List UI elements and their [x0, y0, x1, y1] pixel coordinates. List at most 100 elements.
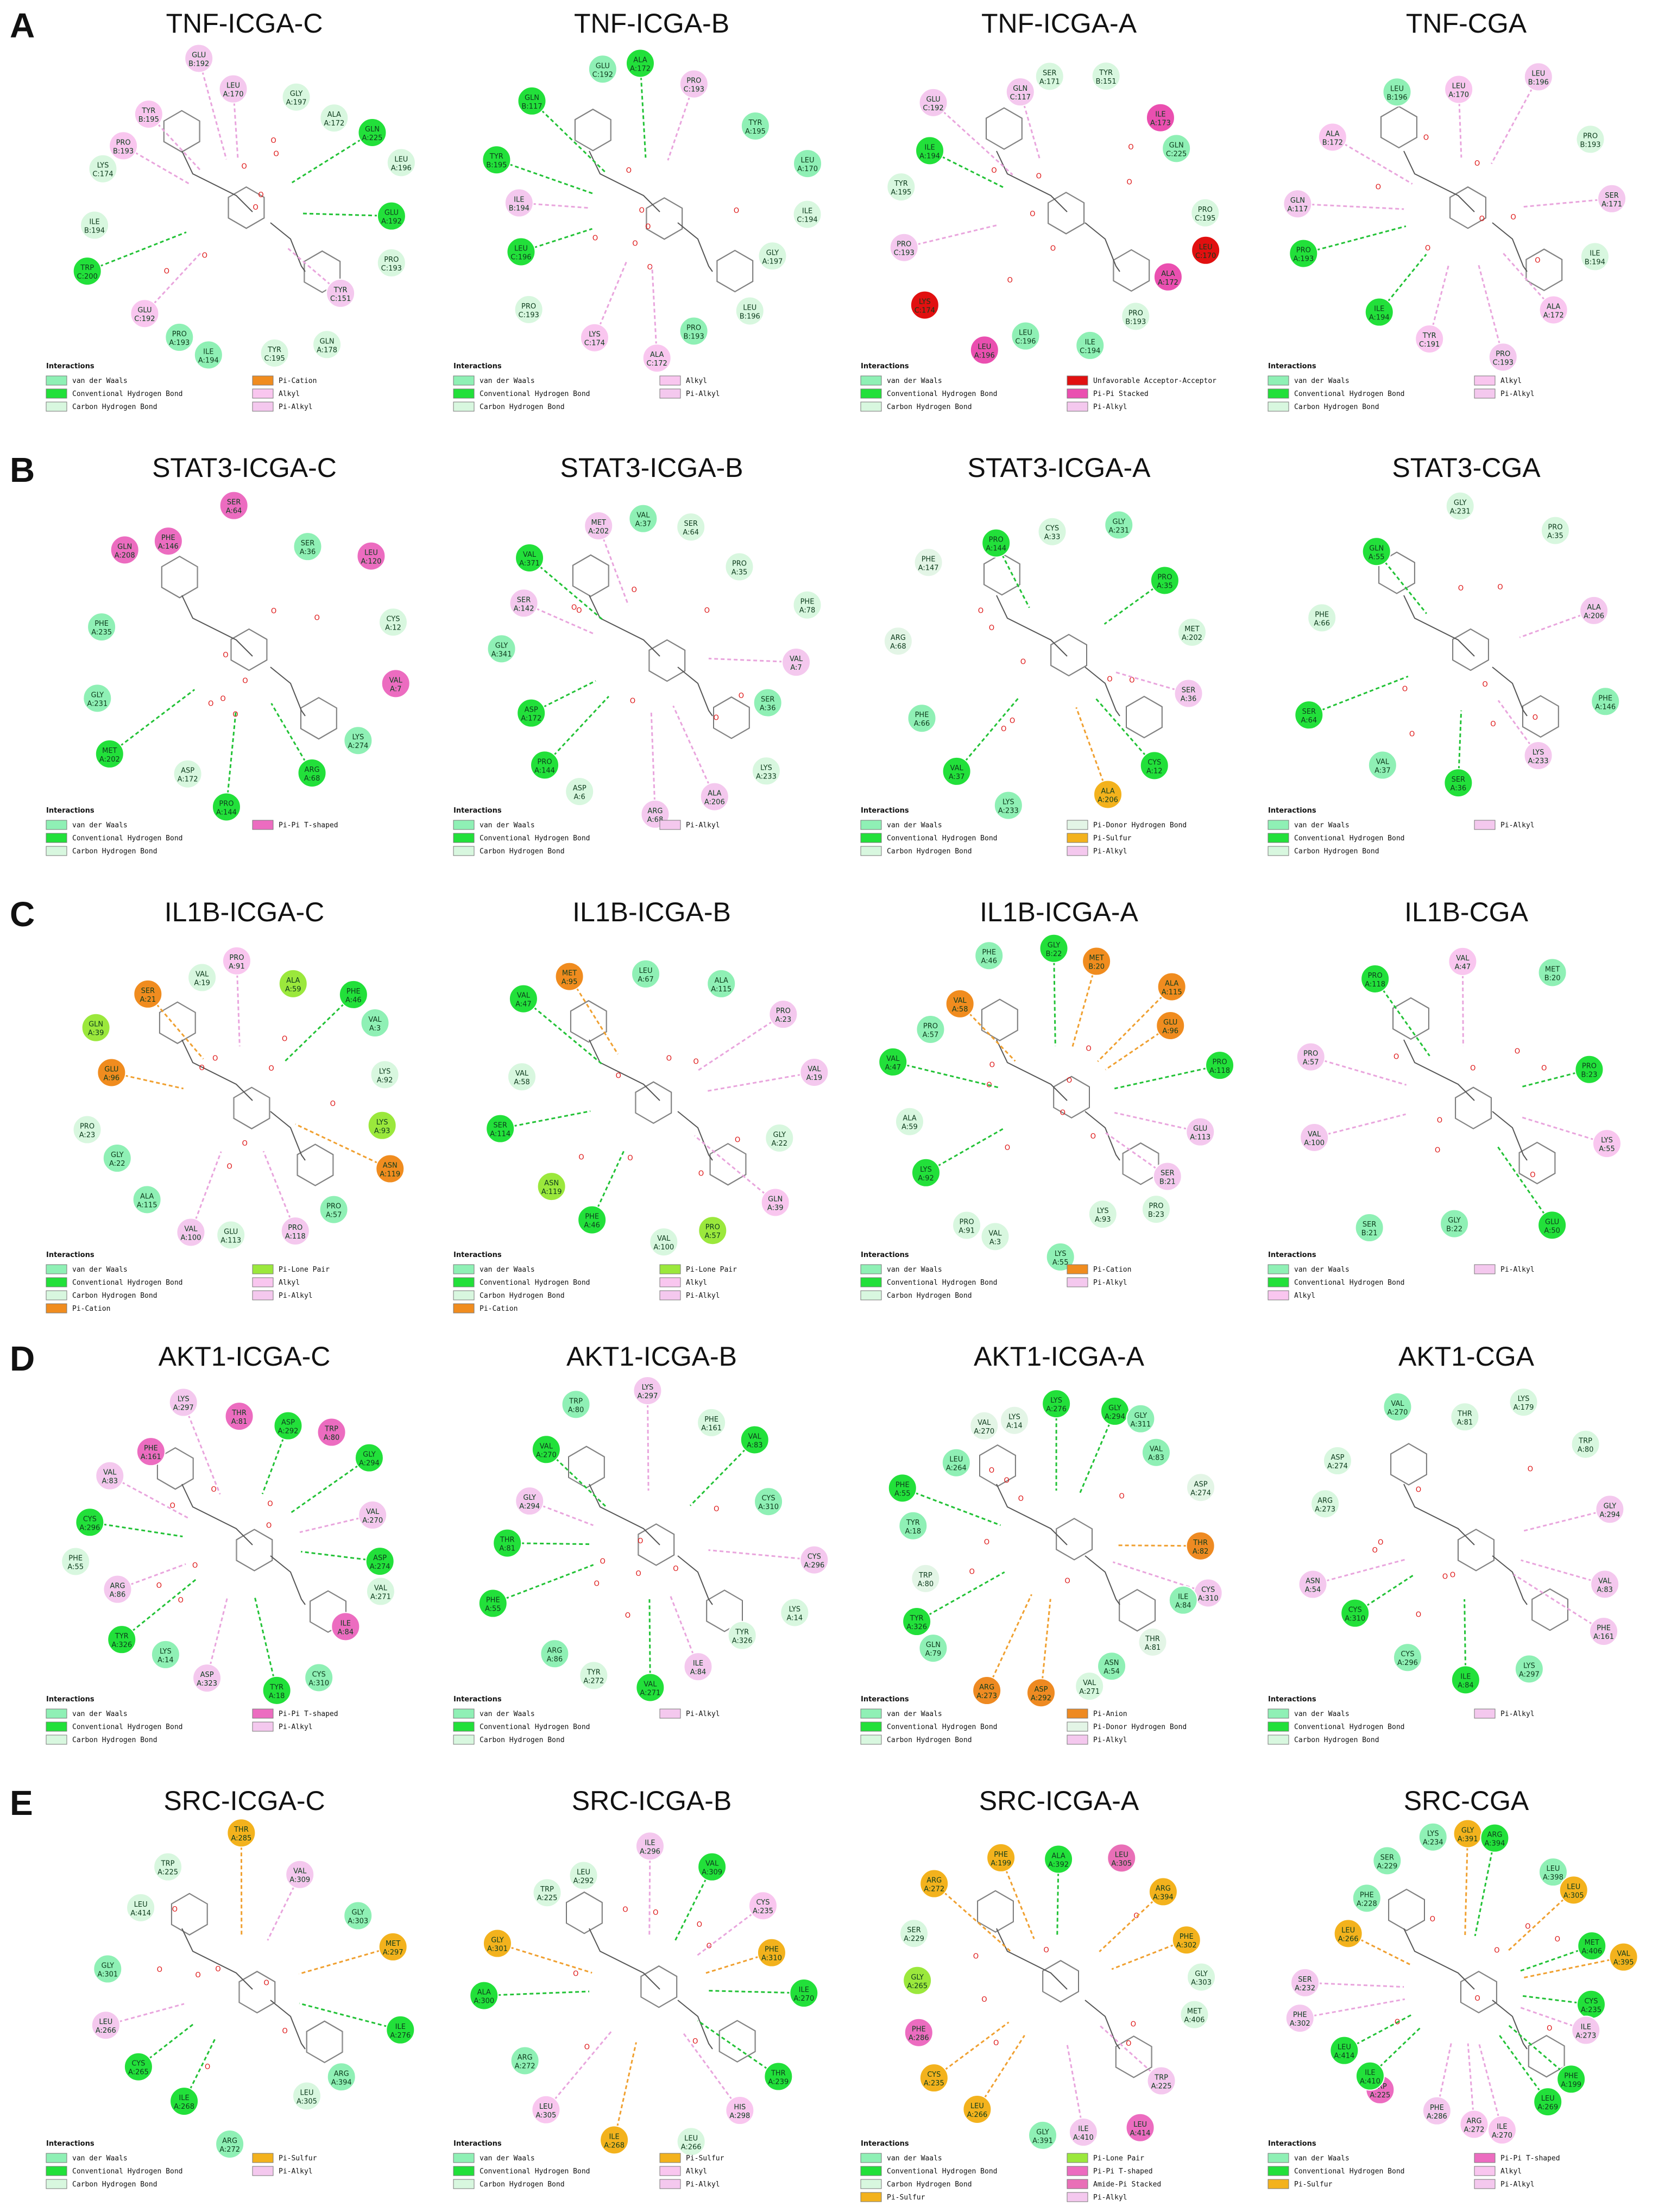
- residue-name: GLY: [290, 90, 303, 98]
- legend-label: van der Waals: [480, 1266, 535, 1274]
- residue-name: LYS: [1601, 1136, 1613, 1145]
- residue-name: ARG: [891, 634, 906, 642]
- residue-name: ALA: [1326, 130, 1339, 138]
- legend-swatch: [1474, 820, 1495, 830]
- residue-position: A:286: [1427, 2113, 1447, 2121]
- svg-text:O: O: [616, 1072, 621, 1080]
- legend-label: Pi-Sulfur: [887, 2194, 925, 2202]
- residue-position: A:21: [140, 996, 156, 1004]
- residue-name: LEU: [1341, 1926, 1355, 1934]
- legend-label: Carbon Hydrogen Bond: [887, 2180, 972, 2189]
- legend-swatch: [453, 1278, 474, 1287]
- residue-position: A:206: [1584, 612, 1604, 620]
- residue-position: C:200: [77, 273, 98, 281]
- residue-position: A:170: [223, 91, 244, 99]
- residue-name: LEU: [1531, 70, 1545, 78]
- svg-text:O: O: [1090, 1133, 1096, 1141]
- svg-text:O: O: [1409, 730, 1415, 738]
- svg-text:O: O: [223, 651, 228, 659]
- legend-swatch: [453, 1291, 474, 1300]
- legend-label: Conventional Hydrogen Bond: [72, 2167, 183, 2176]
- residue-name: GLY: [911, 1974, 924, 1982]
- legend-swatch: [453, 2166, 474, 2176]
- residue-name: SER: [907, 1926, 921, 1934]
- residue-position: A:64: [683, 529, 699, 537]
- legend-swatch: [46, 2166, 67, 2176]
- residue-position: B:193: [684, 332, 704, 341]
- residue-position: A:83: [1597, 1586, 1613, 1594]
- legend-label: Conventional Hydrogen Bond: [480, 390, 590, 398]
- interaction-diagram: OOOOOOOSERA:171TYRB:151ILEA:173GLNC:225P…: [861, 0, 1257, 435]
- legend-title: Interactions: [1268, 362, 1316, 370]
- residue-name: GLY: [1195, 1970, 1208, 1978]
- svg-text:O: O: [1442, 1573, 1448, 1581]
- interaction-diagram: OOOOOOOGLYB:22METB:20ALAA:115GLUA:96PROA…: [861, 889, 1257, 1323]
- residue-position: A:272: [219, 2146, 240, 2154]
- residue-name: PHE: [896, 1481, 910, 1489]
- svg-text:O: O: [573, 1970, 578, 1978]
- residue-position: A:146: [1595, 703, 1616, 711]
- residue-position: A:311: [1130, 1421, 1151, 1429]
- legend-swatch: [861, 402, 881, 411]
- legend-label: Pi-Alkyl: [1500, 821, 1535, 830]
- legend-label: Carbon Hydrogen Bond: [72, 1736, 157, 1744]
- interaction-panel: SRC-ICGA-AOOOOOOOALAA:392LEUA:305ARGA:39…: [861, 1777, 1273, 2212]
- residue-position: A:229: [904, 1935, 924, 1943]
- residue-name: ALA: [1051, 1852, 1065, 1861]
- legend-label: Pi-Alkyl: [686, 1710, 720, 1718]
- legend-swatch: [46, 1278, 67, 1287]
- residue-name: PHE: [585, 1213, 599, 1221]
- residue-name: ASP: [1331, 1454, 1344, 1462]
- svg-text:O: O: [1020, 658, 1026, 667]
- residue-position: A:115: [137, 1201, 157, 1209]
- residue-name: VAL: [1598, 1577, 1612, 1585]
- residue-name: ALA: [1165, 980, 1178, 988]
- legend-swatch: [861, 1278, 881, 1287]
- residue-name: VAL: [1376, 758, 1390, 766]
- legend-swatch: [453, 376, 474, 385]
- residue-name: GLN: [365, 125, 380, 134]
- svg-text:O: O: [1458, 585, 1464, 593]
- residue-position: C:151: [330, 295, 351, 303]
- residue-position: A:82: [1193, 1548, 1209, 1556]
- svg-text:O: O: [693, 1058, 698, 1066]
- svg-text:O: O: [1470, 1064, 1475, 1072]
- legend-label: Alkyl: [686, 1279, 707, 1287]
- legend-label: Pi-Lone Pair: [279, 1266, 330, 1274]
- legend-label: Pi-Alkyl: [1093, 2194, 1127, 2202]
- residue-name: ARG: [647, 807, 663, 815]
- residue-name: VAL: [184, 1225, 198, 1233]
- legend-swatch: [46, 1735, 67, 1744]
- svg-text:O: O: [1107, 676, 1112, 684]
- svg-text:O: O: [1425, 244, 1430, 253]
- residue-position: A:86: [110, 1591, 126, 1599]
- legend-label: Conventional Hydrogen Bond: [480, 1279, 590, 1287]
- residue-name: PRO: [1296, 247, 1311, 255]
- residue-position: C:195: [264, 355, 285, 363]
- legend-label: Alkyl: [1500, 2167, 1522, 2176]
- residue-name: ARG: [926, 1877, 942, 1885]
- svg-text:O: O: [1119, 1493, 1124, 1501]
